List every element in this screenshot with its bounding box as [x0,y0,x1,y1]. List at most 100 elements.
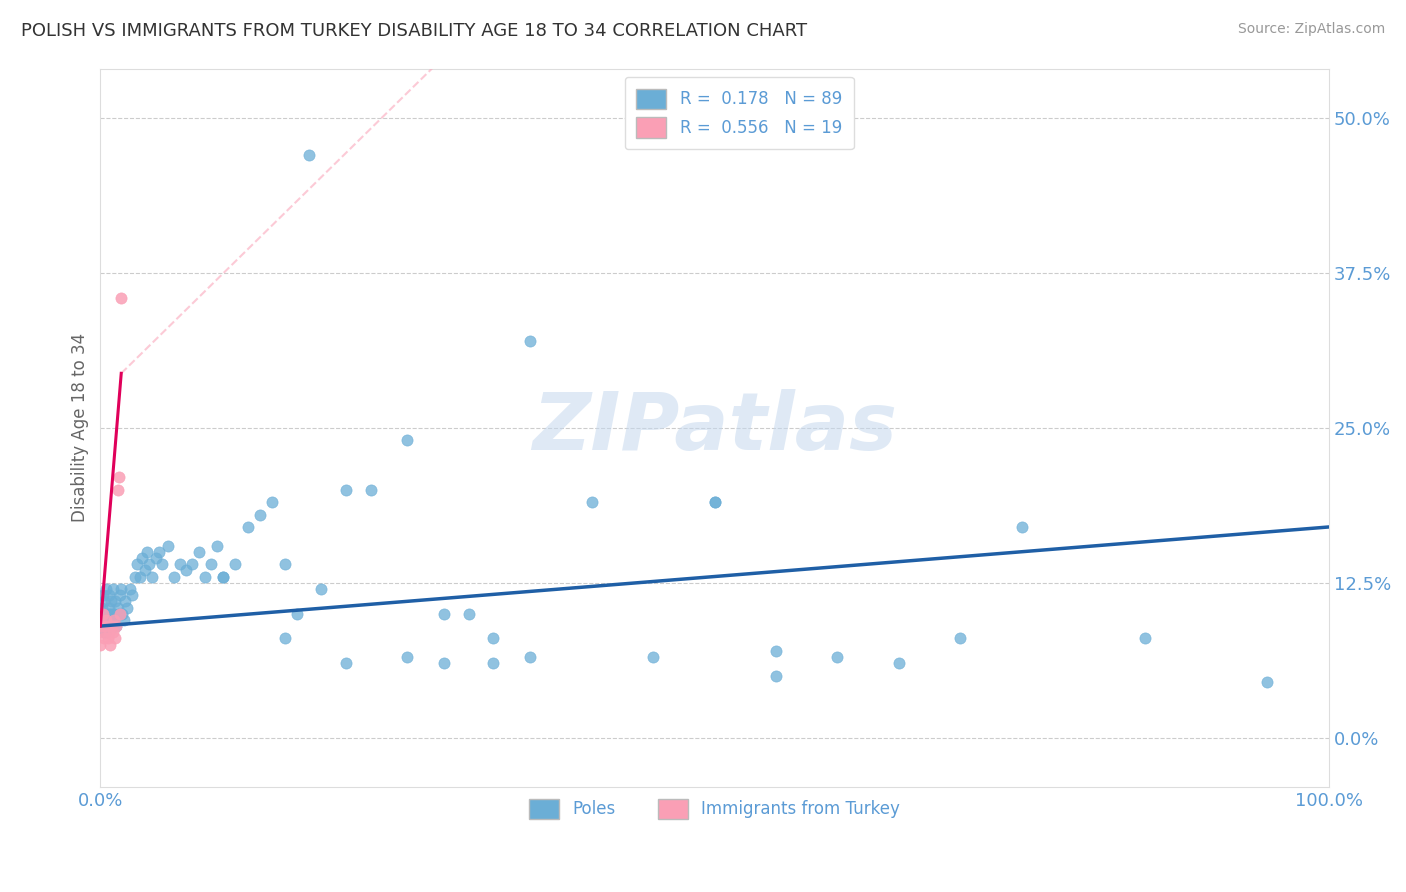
Point [134,563,156,577]
Point [141,569,163,583]
Point [97,632,120,646]
Point [156,539,179,553]
Point [97,588,120,602]
Point [335,483,357,497]
Point [94,607,117,621]
Point [100,619,122,633]
Point [97,625,120,640]
Point [90,600,112,615]
Point [519,650,541,665]
Point [91,607,114,621]
Point [117,600,139,615]
Point [396,650,419,665]
Point [97,607,120,621]
Text: POLISH VS IMMIGRANTS FROM TURKEY DISABILITY AGE 18 TO 34 CORRELATION CHART: POLISH VS IMMIGRANTS FROM TURKEY DISABIL… [21,22,807,40]
Point [110,291,132,305]
Point [118,582,141,596]
Point [108,588,131,602]
Point [138,557,160,571]
Point [93,632,115,646]
Point [169,557,191,571]
Point [96,613,118,627]
Point [103,613,125,627]
Point [236,520,259,534]
Point [107,607,129,621]
Point [101,582,124,596]
Point [97,619,120,633]
Point [121,588,143,602]
Y-axis label: Disability Age 18 to 34: Disability Age 18 to 34 [72,334,89,523]
Point [482,657,505,671]
Point [212,569,235,583]
Point [94,625,117,640]
Point [97,600,120,615]
Point [148,545,170,559]
Point [581,495,603,509]
Point [457,607,479,621]
Point [703,495,725,509]
Point [89,607,111,621]
Point [101,613,124,627]
Point [150,557,173,571]
Point [194,569,217,583]
Point [107,470,129,484]
Point [94,619,117,633]
Point [110,582,132,596]
Point [127,557,149,571]
Point [114,594,136,608]
Point [360,483,382,497]
Point [212,569,235,583]
Point [103,607,125,621]
Point [131,550,153,565]
Point [100,607,122,621]
Point [703,495,725,509]
Point [112,613,135,627]
Point [98,619,121,633]
Legend: Poles, Immigrants from Turkey: Poles, Immigrants from Turkey [523,792,907,826]
Text: Source: ZipAtlas.com: Source: ZipAtlas.com [1237,22,1385,37]
Point [136,545,159,559]
Point [1133,632,1156,646]
Point [91,619,114,633]
Point [163,569,186,583]
Point [396,434,419,448]
Point [949,632,972,646]
Point [643,650,665,665]
Point [101,625,124,640]
Point [128,569,150,583]
Point [181,557,204,571]
Point [98,607,121,621]
Point [433,607,456,621]
Point [108,607,131,621]
Point [176,563,198,577]
Point [111,607,134,621]
Point [91,588,114,602]
Point [96,582,118,596]
Point [285,607,308,621]
Point [433,657,456,671]
Point [482,632,505,646]
Point [262,495,284,509]
Point [93,594,115,608]
Point [145,550,167,565]
Point [273,632,295,646]
Point [249,508,271,522]
Point [224,557,246,571]
Point [519,334,541,348]
Point [89,638,111,652]
Point [96,613,118,627]
Point [887,657,910,671]
Point [827,650,849,665]
Point [187,545,209,559]
Point [765,644,787,658]
Point [98,638,121,652]
Point [298,148,321,162]
Point [1011,520,1033,534]
Point [124,569,146,583]
Point [105,619,128,633]
Point [273,557,295,571]
Point [205,539,228,553]
Point [765,668,787,682]
Text: ZIPatlas: ZIPatlas [531,389,897,467]
Point [104,594,127,608]
